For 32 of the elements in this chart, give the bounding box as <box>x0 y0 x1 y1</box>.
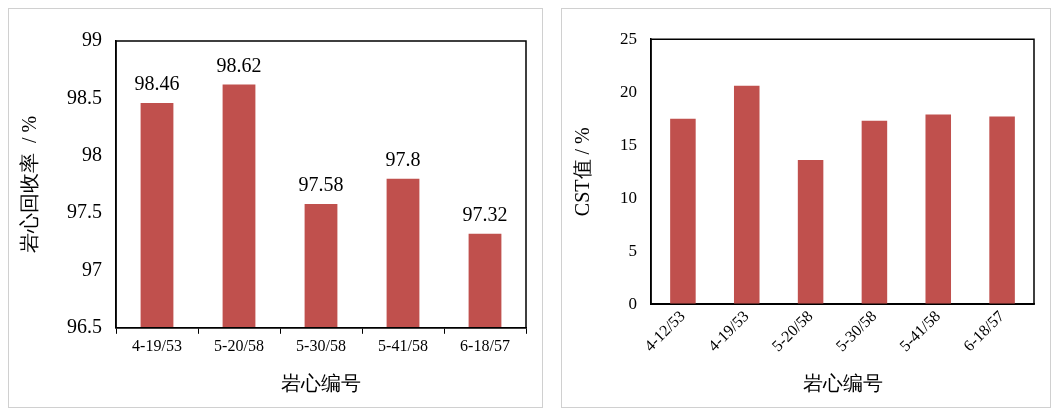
y-tick-label: 25 <box>620 28 637 48</box>
x-tick-label: 5-41/58 <box>378 336 428 354</box>
bar <box>925 114 952 305</box>
y-tick-label: 97 <box>82 257 102 280</box>
x-tick-label: 5-30/58 <box>296 336 346 354</box>
x-tick-label: 6-18/57 <box>460 336 510 354</box>
data-label: 97.58 <box>298 173 344 196</box>
x-axis-title: 岩心编号 <box>802 372 883 395</box>
y-tick-label: 98 <box>82 142 102 165</box>
y-tick-label: 97.5 <box>67 200 102 223</box>
x-tick-label: 4-19/53 <box>132 336 182 354</box>
data-label: 98.62 <box>216 53 262 76</box>
y-tick-label: 96.5 <box>67 315 102 338</box>
y-axis-title: 岩心回收率 / % <box>18 115 41 254</box>
data-label: 98.46 <box>134 72 180 95</box>
y-tick-label: 98.5 <box>67 85 102 108</box>
y-axis-title: CST值 / % <box>571 127 594 217</box>
bar <box>989 116 1015 305</box>
bar <box>733 85 760 305</box>
bar <box>861 120 888 305</box>
y-tick-label: 0 <box>628 293 637 313</box>
bar <box>797 160 824 305</box>
x-axis-title: 岩心编号 <box>281 372 361 395</box>
data-label: 97.8 <box>385 147 421 170</box>
y-tick-label: 10 <box>620 187 637 207</box>
x-tick-label: 5-20/58 <box>214 336 264 354</box>
y-tick-label: 99 <box>82 28 102 51</box>
y-tick-label: 15 <box>620 134 637 154</box>
y-tick-label: 20 <box>620 81 637 101</box>
y-tick-label: 5 <box>628 240 637 260</box>
data-label: 97.32 <box>462 202 508 225</box>
bar <box>670 118 696 305</box>
